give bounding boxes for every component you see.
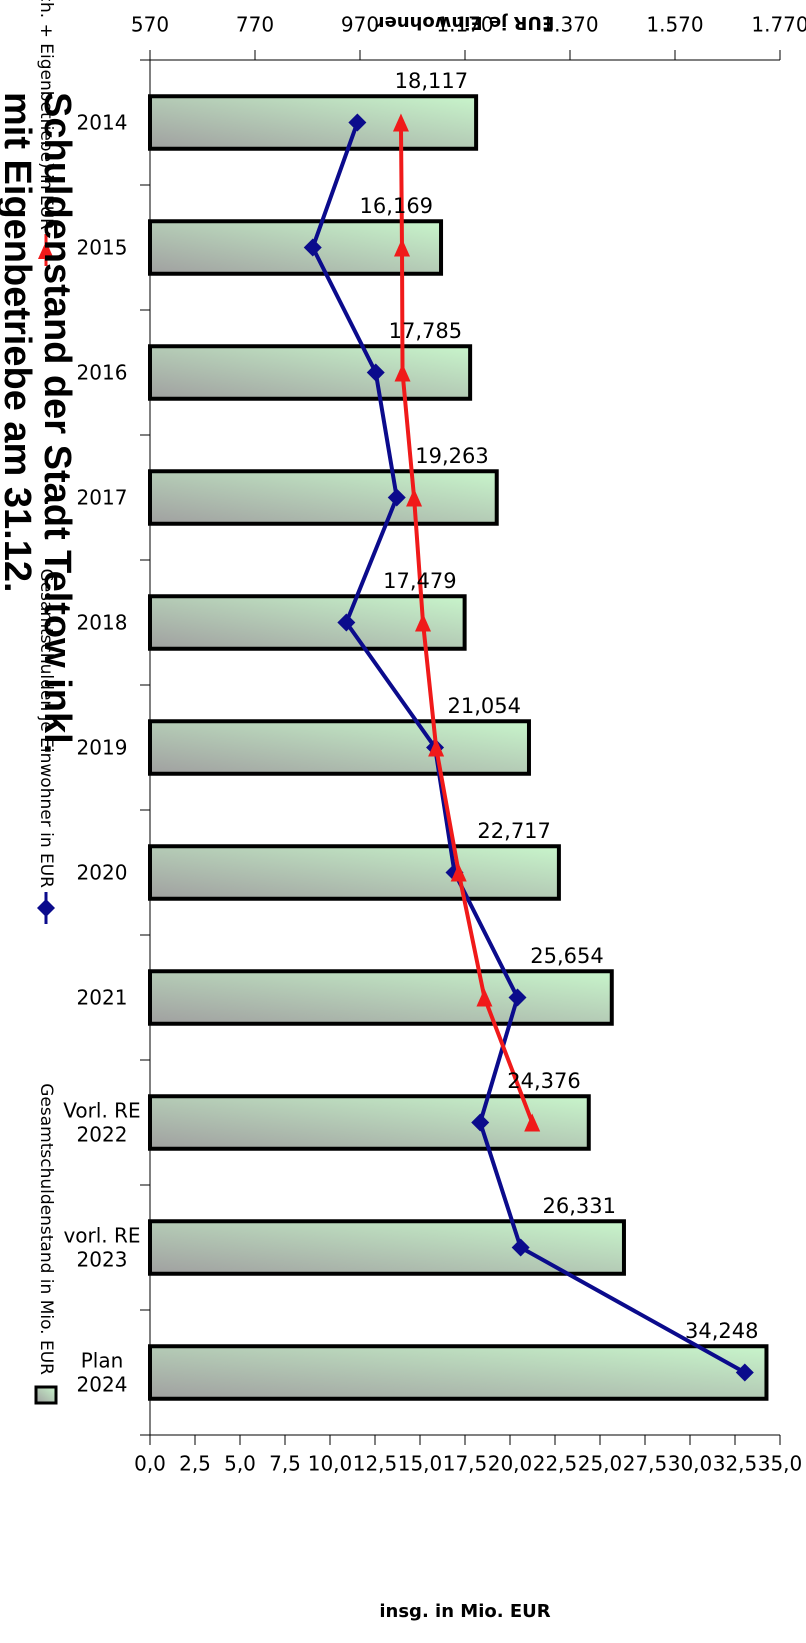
bar-value-label: 34,248: [685, 1319, 758, 1343]
category-label-line: vorl. RE: [63, 1224, 140, 1248]
bar: [148, 1344, 769, 1401]
category-label-line: 2018: [77, 611, 128, 635]
line-marker-triangle: [394, 238, 410, 257]
category-label: Plan 2024: [77, 1349, 128, 1397]
line-marker-triangle: [415, 613, 431, 632]
left-axis-tick-label: 7,5: [269, 1452, 301, 1476]
chart-title-line2: mit Eigenbetriebe am 31.12.: [0, 92, 38, 593]
line-marker-diamond: [508, 988, 527, 1007]
legend-swatch-bar: [34, 1385, 58, 1405]
line-marker-diamond: [471, 1113, 490, 1132]
category-label-line: 2017: [77, 486, 128, 510]
category-label: 2016: [77, 361, 128, 385]
line-marker-diamond: [37, 899, 55, 917]
line-marker-diamond: [303, 238, 322, 257]
bar: [148, 594, 467, 651]
left-axis-tick-label: 27,5: [623, 1452, 668, 1476]
legend-label: Landesdurchschnitt je Einwohner (Gemeind…: [36, 0, 56, 230]
line-marker-diamond: [366, 363, 385, 382]
bar-value-label: 17,479: [383, 569, 456, 593]
line-marker-triangle: [476, 988, 493, 1007]
legend-label: Gesamtschulden je Einwohner in EUR: [36, 569, 56, 889]
chart-title-line1: Schuldenstand der Stadt Teltow inkl.: [36, 92, 78, 755]
line-marker-triangle: [392, 113, 409, 132]
bar: [148, 969, 614, 1026]
bar: [148, 344, 473, 401]
category-label: 2018: [77, 611, 128, 635]
category-label-line: 2023: [77, 1248, 128, 1272]
category-label-line: 2021: [77, 986, 128, 1010]
right-axis-tick-label: 1.170: [436, 13, 493, 37]
category-label-line: Plan: [81, 1349, 124, 1373]
category-label: 2017: [77, 486, 128, 510]
line-marker-triangle: [38, 241, 54, 259]
category-label: 2014: [77, 111, 128, 135]
line-marker-triangle: [406, 488, 423, 507]
left-axis-tick-label: 10,0: [308, 1452, 353, 1476]
left-axis-tick-label: 12,5: [353, 1452, 398, 1476]
line-marker-triangle: [428, 738, 445, 757]
category-label: vorl. RE 2023: [63, 1224, 140, 1272]
category-label: 2021: [77, 986, 128, 1010]
category-label-line: 2022: [77, 1123, 128, 1147]
bar-value-label: 19,263: [415, 444, 488, 468]
category-label-line: 2024: [77, 1373, 128, 1397]
bar: [148, 844, 561, 901]
category-label-line: 2020: [77, 861, 128, 885]
left-axis-tick-label: 0,0: [134, 1452, 166, 1476]
left-axis-tick-label: 15,0: [398, 1452, 443, 1476]
left-axis-tick-label: 22,5: [533, 1452, 578, 1476]
right-axis-tick-label: 770: [236, 13, 274, 37]
left-axis-tick-label: 17,5: [443, 1452, 488, 1476]
category-label-line: 2015: [77, 236, 128, 260]
left-axis-tick-label: 30,0: [668, 1452, 713, 1476]
bar-value-label: 18,117: [395, 69, 468, 93]
left-axis-tick-label: 25,0: [578, 1452, 623, 1476]
bar: [147, 1219, 626, 1276]
bar: [148, 219, 444, 276]
line-marker-triangle: [524, 1113, 541, 1132]
bar-value-label: 26,331: [542, 1194, 615, 1218]
line-marker-triangle: [450, 863, 467, 882]
category-label: 2015: [77, 236, 128, 260]
line-marker-triangle: [394, 363, 411, 382]
bar-value-label: 17,785: [389, 319, 462, 343]
category-label: 2019: [77, 736, 128, 760]
right-axis-tick-label: 970: [341, 13, 379, 37]
left-axis-tick-label: 20,0: [488, 1452, 533, 1476]
left-axis-tick-label: 5,0: [224, 1452, 256, 1476]
category-label: 2020: [77, 861, 128, 885]
line-marker-diamond: [387, 488, 406, 507]
left-axis-label: insg. in Mio. EUR: [379, 1601, 550, 1622]
right-axis-label: EUR je Einwohner: [376, 12, 555, 33]
bar-value-label: 24,376: [507, 1069, 580, 1093]
category-label-line: 2019: [77, 736, 128, 760]
line-marker-diamond: [348, 113, 367, 132]
right-axis-tick-label: 1.770: [751, 13, 806, 37]
bar-value-label: 21,054: [447, 694, 520, 718]
category-label-line: 2014: [77, 111, 128, 135]
bar-value-label: 16,169: [360, 194, 433, 218]
right-axis-tick-label: 1.370: [541, 13, 598, 37]
right-axis-tick-label: 570: [131, 13, 169, 37]
bar: [148, 1094, 591, 1151]
category-label-line: 2016: [77, 361, 128, 385]
left-axis-tick-label: 35,0: [758, 1452, 803, 1476]
bar-value-label: 22,717: [477, 819, 550, 843]
legend-label: Gesamtschuldenstand in Mio. EUR: [36, 1083, 56, 1375]
bar: [148, 719, 531, 776]
right-axis-tick-label: 1.570: [646, 13, 703, 37]
bar-value-label: 25,654: [530, 944, 603, 968]
bar: [148, 469, 499, 526]
bar: [148, 94, 479, 151]
line-marker-diamond: [337, 613, 356, 632]
left-axis-tick-label: 32,5: [713, 1452, 758, 1476]
left-axis-tick-label: 2,5: [179, 1452, 211, 1476]
category-label-line: Vorl. RE: [63, 1099, 140, 1123]
category-label: Vorl. RE 2022: [63, 1099, 140, 1147]
